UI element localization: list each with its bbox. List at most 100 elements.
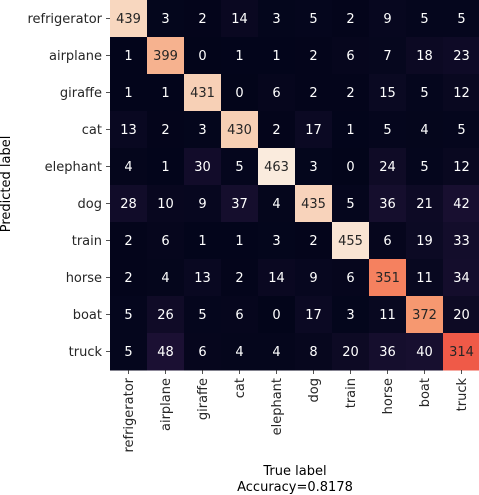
y-tick-label: dog (78, 197, 102, 212)
cell-value-label: 2 (309, 234, 317, 249)
x-tick-label: horse (381, 378, 396, 414)
cell-value-label: 3 (198, 123, 206, 138)
cell-value-label: 1 (272, 49, 280, 64)
x-tick-label: giraffe (196, 378, 211, 420)
cell-value-label: 3 (272, 234, 280, 249)
cell-value-label: 1 (161, 160, 169, 175)
x-tick-label: cat (233, 378, 248, 398)
cell-value-label: 7 (383, 49, 391, 64)
cell-value-label: 14 (231, 12, 248, 27)
cell-value-label: 15 (379, 86, 396, 101)
x-tick-label: airplane (159, 378, 174, 431)
cell-value-label: 9 (383, 12, 391, 27)
cell-value-label: 24 (379, 160, 396, 175)
cell-value-label: 2 (161, 123, 169, 138)
cell-value-label: 33 (453, 234, 470, 249)
cell-value-label: 6 (346, 271, 354, 286)
cell-value-label: 0 (346, 160, 354, 175)
cell-value-label: 5 (457, 12, 465, 27)
cell-value-label: 5 (383, 123, 391, 138)
cell-value-label: 19 (416, 234, 433, 249)
cell-value-label: 5 (198, 308, 206, 323)
cell-value-label: 6 (272, 86, 280, 101)
cell-value-label: 40 (416, 345, 433, 360)
cell-value-label: 4 (161, 271, 169, 286)
cell-value-label: 48 (157, 345, 174, 360)
cell-value-label: 4 (124, 160, 132, 175)
cell-value-label: 36 (379, 345, 396, 360)
cell-value-label: 10 (157, 197, 174, 212)
cell-value-label: 5 (124, 345, 132, 360)
cell-value-label: 3 (346, 308, 354, 323)
cell-value-label: 2 (235, 271, 243, 286)
cell-value-label: 2 (346, 12, 354, 27)
cell-value-label: 372 (412, 308, 437, 323)
cell-value-label: 26 (157, 308, 174, 323)
cell-value-label: 18 (416, 49, 433, 64)
accuracy-caption: Accuracy=0.8178 (237, 480, 353, 495)
cell-value-label: 5 (420, 160, 428, 175)
cell-value-label: 430 (227, 123, 252, 138)
x-tick-label: dog (307, 378, 322, 402)
cell-value-label: 1 (124, 86, 132, 101)
cell-value-label: 6 (161, 234, 169, 249)
y-tick-label: horse (66, 271, 102, 286)
cell-value-label: 20 (342, 345, 359, 360)
y-tick-label: giraffe (60, 86, 102, 101)
cell-value-label: 351 (375, 271, 400, 286)
cell-value-label: 23 (453, 49, 470, 64)
cell-value-label: 4 (272, 345, 280, 360)
y-tick-label: boat (73, 308, 102, 323)
cell-value-label: 34 (453, 271, 470, 286)
y-tick-label: cat (82, 123, 102, 138)
cell-value-label: 6 (383, 234, 391, 249)
x-tick-label: boat (418, 378, 433, 407)
cell-value-label: 5 (420, 12, 428, 27)
cell-value-label: 431 (190, 86, 215, 101)
cell-value-label: 3 (161, 12, 169, 27)
cell-value-label: 0 (235, 86, 243, 101)
cell-value-label: 11 (416, 271, 433, 286)
cell-value-label: 6 (235, 308, 243, 323)
x-tick-label: truck (455, 378, 470, 412)
cell-value-label: 455 (338, 234, 363, 249)
cell-value-label: 3 (272, 12, 280, 27)
cell-value-label: 5 (309, 12, 317, 27)
cell-value-label: 6 (346, 49, 354, 64)
x-axis-label: True label (262, 464, 326, 479)
y-tick-label: refrigerator (27, 12, 102, 27)
cell-value-label: 17 (305, 308, 322, 323)
cell-value-label: 30 (194, 160, 211, 175)
cell-value-label: 14 (268, 271, 285, 286)
cell-value-label: 0 (198, 49, 206, 64)
cell-value-label: 314 (449, 345, 474, 360)
cell-value-label: 9 (309, 271, 317, 286)
y-tick-label: truck (69, 345, 103, 360)
cell-value-label: 4 (272, 197, 280, 212)
cell-value-label: 1 (124, 49, 132, 64)
x-tick-label: elephant (270, 378, 285, 435)
cell-value-label: 5 (420, 86, 428, 101)
y-axis-label: Predicted label (0, 136, 14, 233)
cell-value-label: 3 (309, 160, 317, 175)
cell-value-label: 5 (346, 197, 354, 212)
cell-value-label: 1 (346, 123, 354, 138)
cell-value-label: 12 (453, 160, 470, 175)
cell-value-label: 5 (457, 123, 465, 138)
cell-value-label: 0 (272, 308, 280, 323)
cell-value-label: 2 (346, 86, 354, 101)
cell-value-label: 42 (453, 197, 470, 212)
y-axis-ticks: refrigeratorairplanegiraffecatelephantdo… (27, 12, 110, 360)
cell-value-label: 36 (379, 197, 396, 212)
cell-value-label: 2 (198, 12, 206, 27)
cell-value-label: 2 (124, 234, 132, 249)
x-axis-ticks: refrigerator airplane giraffe cat elephant do… (122, 370, 470, 453)
cell-value-label: 1 (161, 86, 169, 101)
cell-value-label: 4 (235, 345, 243, 360)
cell-value-label: 37 (231, 197, 248, 212)
heatmap-cells: 439 3 2 14 3 5 2 9 5 51 399 0 1 1 2 6 7 18 231 1 431 0 6 2 2 15 5 1… (110, 0, 479, 371)
cell-value-label: 5 (124, 308, 132, 323)
x-tick-label: train (344, 378, 359, 408)
cell-value-label: 17 (305, 123, 322, 138)
